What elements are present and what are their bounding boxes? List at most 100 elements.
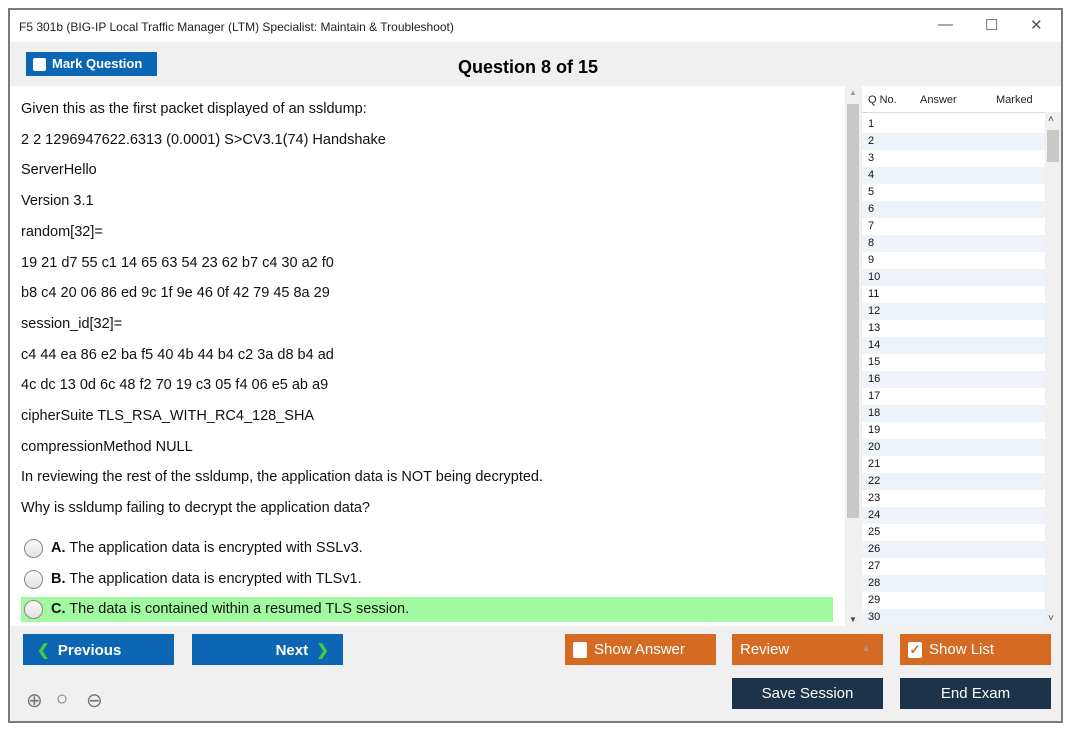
chevron-left-icon: ❮ [37, 642, 50, 659]
question-list: 1 2 3 4 5 6 7 8 9 10 11 12 13 14 15 16 17 18 19 20 21 22 23 24 2… [862, 116, 1045, 626]
header-qno: Q No. [868, 94, 897, 106]
list-row[interactable]: 24 [862, 507, 1045, 524]
list-scroll-thumb[interactable] [1047, 130, 1059, 162]
list-row[interactable]: 15 [868, 356, 881, 368]
save-session-button[interactable]: Save Session [732, 678, 883, 709]
toolbar: Mark Question Question 8 of 15 [10, 42, 1061, 86]
option-letter: B. [51, 570, 66, 587]
list-row[interactable]: 4 [862, 167, 1045, 184]
title-bar: F5 301b (BIG-IP Local Traffic Manager (L… [10, 10, 1061, 42]
checkbox-icon [33, 58, 46, 71]
list-row[interactable]: 3 [868, 152, 875, 164]
mark-question-button[interactable]: Mark Question [26, 52, 157, 76]
question-content: Given this as the first packet displayed… [10, 86, 845, 626]
list-row[interactable]: 19 [868, 424, 881, 436]
review-label: Review [740, 641, 790, 658]
radio-button[interactable] [24, 539, 43, 558]
show-answer-button[interactable]: Show Answer [565, 634, 716, 665]
list-row[interactable]: 21 [868, 458, 881, 470]
option-text: The application data is encrypted with T… [69, 570, 362, 587]
question-text-line: 4c dc 13 0d 6c 48 f2 70 19 c3 05 f4 06 e… [21, 377, 329, 394]
scroll-down-icon[interactable]: ▼ [849, 615, 857, 624]
list-row[interactable]: 25 [868, 526, 881, 538]
caret-up-icon: ▲ [861, 643, 871, 654]
next-label: Next [275, 642, 309, 659]
list-row[interactable]: 13 [868, 322, 881, 334]
list-row[interactable]: 6 [862, 201, 1045, 218]
list-row[interactable]: 27 [868, 560, 881, 572]
question-counter: Question 8 of 15 [458, 57, 599, 77]
list-scrollbar[interactable]: ˄ ˅ [1045, 112, 1061, 626]
list-row[interactable]: 17 [868, 390, 881, 402]
question-text-line: b8 c4 20 06 86 ed 9c 1f 9e 46 0f 42 79 4… [21, 285, 330, 302]
option-text: The application data is encrypted with S… [69, 540, 363, 556]
list-row[interactable]: 2 [862, 133, 1045, 150]
scroll-up-icon[interactable]: ˄ [1048, 114, 1054, 125]
list-row[interactable]: 14 [862, 337, 1045, 354]
question-text-line: random[32]= [21, 223, 103, 240]
answer-option-c[interactable]: C. The data is contained within a resume… [21, 597, 833, 623]
question-text-line: 19 21 d7 55 c1 14 65 63 54 23 62 b7 c4 3… [21, 254, 334, 271]
list-row[interactable]: 11 [868, 288, 880, 300]
content-scrollbar[interactable]: ▲ ▼ [845, 86, 861, 626]
answer-option-b[interactable]: B. The application data is encrypted wit… [21, 567, 833, 592]
question-text-line: 2 2 1296947622.6313 (0.0001) S>CV3.1(74)… [21, 131, 386, 148]
list-row[interactable]: 7 [868, 220, 875, 232]
header-marked: Marked [996, 94, 1033, 106]
minimize-button[interactable]: — [938, 16, 953, 33]
question-text-line: Given this as the first packet displayed… [21, 101, 367, 117]
zoom-out-icon[interactable]: ⊖ [86, 690, 103, 712]
next-button[interactable]: Next ❯ [192, 634, 343, 665]
window-title: F5 301b (BIG-IP Local Traffic Manager (L… [19, 20, 454, 34]
question-text-line: Version 3.1 [21, 193, 94, 210]
list-row[interactable]: 29 [868, 594, 881, 606]
question-text-line: c4 44 ea 86 e2 ba f5 40 4b 44 b4 c2 3a d… [21, 346, 334, 363]
show-list-label: Show List [929, 641, 995, 658]
list-row[interactable]: 1 [868, 118, 875, 130]
option-letter: C. [51, 601, 66, 618]
question-text-line: ServerHello [21, 162, 97, 179]
show-answer-label: Show Answer [594, 641, 685, 658]
checkbox-icon [573, 642, 587, 658]
list-row[interactable]: 9 [868, 254, 875, 266]
option-text: The data is contained within a resumed T… [69, 601, 410, 618]
review-dropdown[interactable]: Review ▲ [732, 634, 883, 665]
radio-button[interactable] [24, 600, 43, 620]
header-answer: Answer [920, 94, 957, 106]
list-row[interactable]: 12 [862, 303, 1045, 320]
zoom-reset-icon[interactable]: ○ [56, 688, 69, 710]
question-text-line: cipherSuite TLS_RSA_WITH_RC4_128_SHA [21, 408, 315, 424]
list-row[interactable]: 23 [868, 492, 881, 504]
chevron-right-icon: ❯ [316, 642, 329, 659]
show-list-button[interactable]: ✓ Show List [900, 634, 1051, 665]
list-row[interactable]: 20 [862, 439, 1045, 456]
scroll-thumb[interactable] [847, 104, 859, 518]
list-row[interactable]: 22 [862, 473, 1045, 490]
zoom-in-icon[interactable]: ⊕ [26, 690, 43, 712]
mark-question-label: Mark Question [52, 56, 143, 71]
list-row[interactable]: 10 [862, 269, 1045, 286]
answer-option-a[interactable]: A. The application data is encrypted wit… [21, 536, 833, 561]
question-text-line: session_id[32]= [21, 315, 123, 332]
question-text-line: Why is ssldump failing to decrypt the ap… [21, 500, 370, 517]
list-row[interactable]: 30 [862, 609, 1045, 626]
option-letter: A. [51, 540, 66, 556]
question-text-line: compressionMethod NULL [21, 438, 193, 455]
list-row[interactable]: 16 [862, 371, 1045, 388]
scroll-up-icon[interactable]: ▲ [849, 88, 857, 97]
list-row[interactable]: 26 [862, 541, 1045, 558]
checkmark-icon: ✓ [908, 642, 922, 658]
previous-button[interactable]: ❮ Previous [23, 634, 174, 665]
close-button[interactable]: ✕ [1030, 17, 1043, 34]
radio-button[interactable] [24, 569, 43, 589]
question-text-line: In reviewing the rest of the ssldump, th… [21, 469, 544, 486]
list-row[interactable]: 28 [862, 575, 1045, 592]
list-row[interactable]: 8 [862, 235, 1045, 252]
end-exam-button[interactable]: End Exam [900, 678, 1051, 709]
list-row[interactable]: 18 [862, 405, 1045, 422]
question-list-panel: Q No. Answer Marked 1 2 3 4 5 6 7 8 9 10 11 12 13 14 1… [862, 86, 1061, 626]
scroll-down-icon[interactable]: ˅ [1048, 613, 1054, 624]
maximize-button[interactable]: ☐ [985, 17, 999, 34]
list-row[interactable]: 5 [868, 186, 875, 198]
previous-label: Previous [57, 642, 122, 659]
